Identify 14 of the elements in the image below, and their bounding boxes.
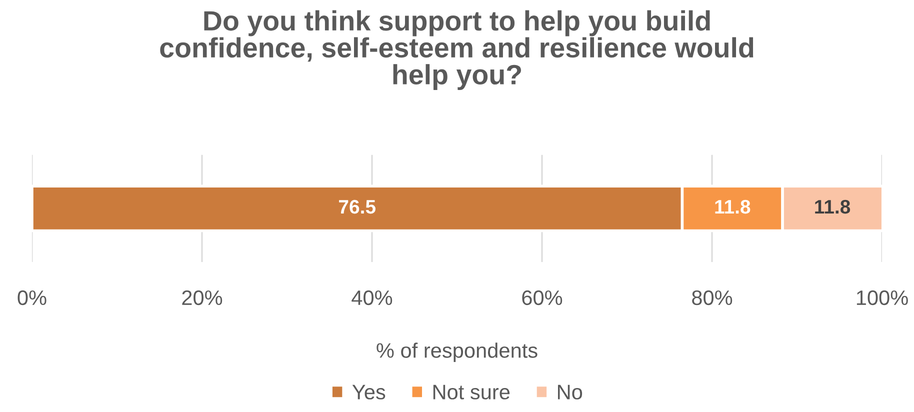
chart-title: Do you think support to help you build confidence, self-esteem and resilience would help you?	[160, 10, 754, 90]
legend-label: Not sure	[433, 384, 510, 400]
x-tick-label: 60%	[522, 290, 562, 306]
x-tick-label: 20%	[182, 290, 222, 306]
data-label: 76.5	[339, 200, 376, 214]
x-tick-label: 100%	[856, 290, 908, 306]
x-tick-label: 0%	[18, 290, 46, 306]
legend-label: No	[558, 384, 582, 400]
legend-label: Yes	[352, 384, 386, 400]
data-label: 11.8	[815, 200, 850, 214]
x-axis-title: % of respondents	[376, 342, 538, 362]
data-label: 11.8	[715, 200, 750, 214]
x-tick-label: 40%	[352, 290, 392, 306]
x-tick-label: 80%	[692, 290, 732, 306]
